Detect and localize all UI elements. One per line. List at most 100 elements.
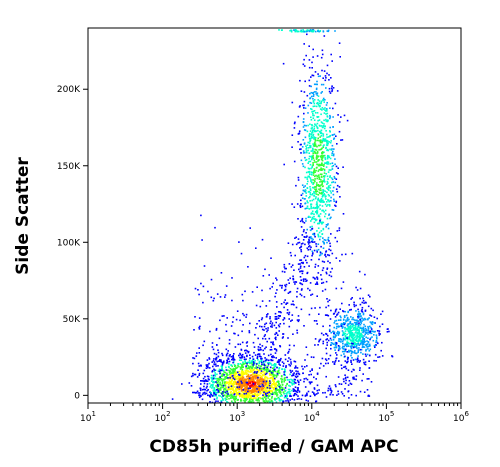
- data-point: [201, 388, 204, 391]
- data-point: [300, 259, 303, 261]
- data-point: [237, 383, 239, 386]
- data-point: [323, 35, 326, 37]
- data-point: [202, 285, 205, 288]
- data-point: [316, 251, 318, 253]
- data-point: [277, 324, 280, 327]
- data-point: [226, 359, 228, 362]
- data-point: [233, 363, 236, 366]
- data-point: [265, 370, 268, 373]
- data-point: [202, 372, 205, 375]
- data-point: [311, 254, 313, 257]
- data-point: [309, 289, 311, 292]
- data-point: [253, 384, 256, 386]
- data-point: [206, 359, 209, 361]
- data-point: [284, 284, 286, 287]
- data-point: [369, 337, 372, 339]
- data-point: [251, 366, 254, 368]
- data-point: [307, 390, 310, 393]
- data-point: [262, 405, 264, 407]
- data-point: [267, 395, 270, 397]
- data-point: [246, 377, 249, 380]
- data-point: [278, 29, 280, 31]
- data-point: [275, 390, 278, 392]
- data-point: [258, 382, 260, 384]
- data-point: [199, 387, 202, 390]
- data-point: [325, 166, 328, 168]
- data-point: [305, 207, 308, 210]
- data-point: [300, 148, 302, 150]
- data-point: [288, 392, 291, 395]
- data-point: [326, 139, 328, 142]
- data-point: [391, 355, 394, 358]
- data-point: [285, 302, 288, 305]
- data-point: [371, 321, 373, 324]
- data-point: [312, 164, 314, 167]
- data-point: [245, 381, 248, 384]
- data-point: [266, 386, 269, 389]
- data-point: [313, 215, 315, 218]
- data-point: [211, 369, 214, 372]
- data-point: [338, 383, 341, 385]
- data-point: [343, 323, 346, 326]
- data-point: [326, 72, 328, 75]
- data-point: [347, 310, 350, 313]
- data-point: [315, 83, 317, 86]
- data-point: [198, 374, 200, 376]
- data-point: [358, 347, 360, 349]
- data-point: [246, 362, 248, 365]
- data-point: [313, 99, 316, 101]
- data-point: [302, 29, 304, 31]
- data-point: [376, 330, 379, 332]
- data-point: [283, 163, 285, 166]
- data-point: [308, 157, 310, 160]
- data-point: [325, 195, 327, 197]
- data-point: [224, 381, 226, 383]
- data-point: [319, 338, 322, 341]
- data-point: [339, 196, 341, 198]
- data-point: [310, 108, 312, 110]
- data-point: [216, 379, 218, 382]
- data-point: [315, 155, 318, 158]
- data-point: [320, 180, 323, 183]
- data-point: [312, 206, 315, 209]
- data-point: [288, 318, 290, 320]
- data-point: [280, 399, 282, 401]
- data-point: [328, 274, 331, 277]
- data-point: [358, 312, 360, 315]
- data-point: [286, 379, 289, 381]
- data-point: [261, 328, 264, 331]
- data-point: [299, 105, 301, 107]
- data-point: [309, 92, 311, 95]
- data-point: [250, 395, 252, 397]
- data-point: [268, 274, 270, 276]
- data-point: [317, 75, 320, 78]
- data-point: [369, 321, 372, 323]
- data-point: [349, 329, 352, 331]
- data-point: [341, 347, 344, 349]
- data-point: [234, 371, 237, 374]
- data-point: [328, 254, 331, 257]
- data-point: [360, 332, 362, 335]
- data-point: [257, 348, 260, 351]
- data-point: [241, 356, 243, 359]
- data-point: [278, 363, 280, 365]
- data-point: [380, 313, 382, 315]
- data-point: [245, 349, 247, 352]
- data-point: [325, 338, 327, 341]
- data-point: [219, 389, 222, 391]
- data-point: [324, 158, 327, 161]
- data-point: [266, 376, 268, 379]
- data-point: [306, 272, 308, 275]
- data-point: [211, 401, 214, 403]
- data-point: [362, 353, 364, 355]
- data-point: [335, 135, 337, 137]
- data-point: [320, 56, 323, 59]
- data-point: [238, 373, 240, 376]
- data-point: [216, 383, 219, 386]
- data-point: [304, 395, 307, 397]
- data-point: [354, 326, 357, 328]
- data-point: [266, 330, 268, 333]
- data-point: [264, 405, 266, 407]
- data-point: [203, 340, 206, 343]
- data-point: [254, 333, 256, 336]
